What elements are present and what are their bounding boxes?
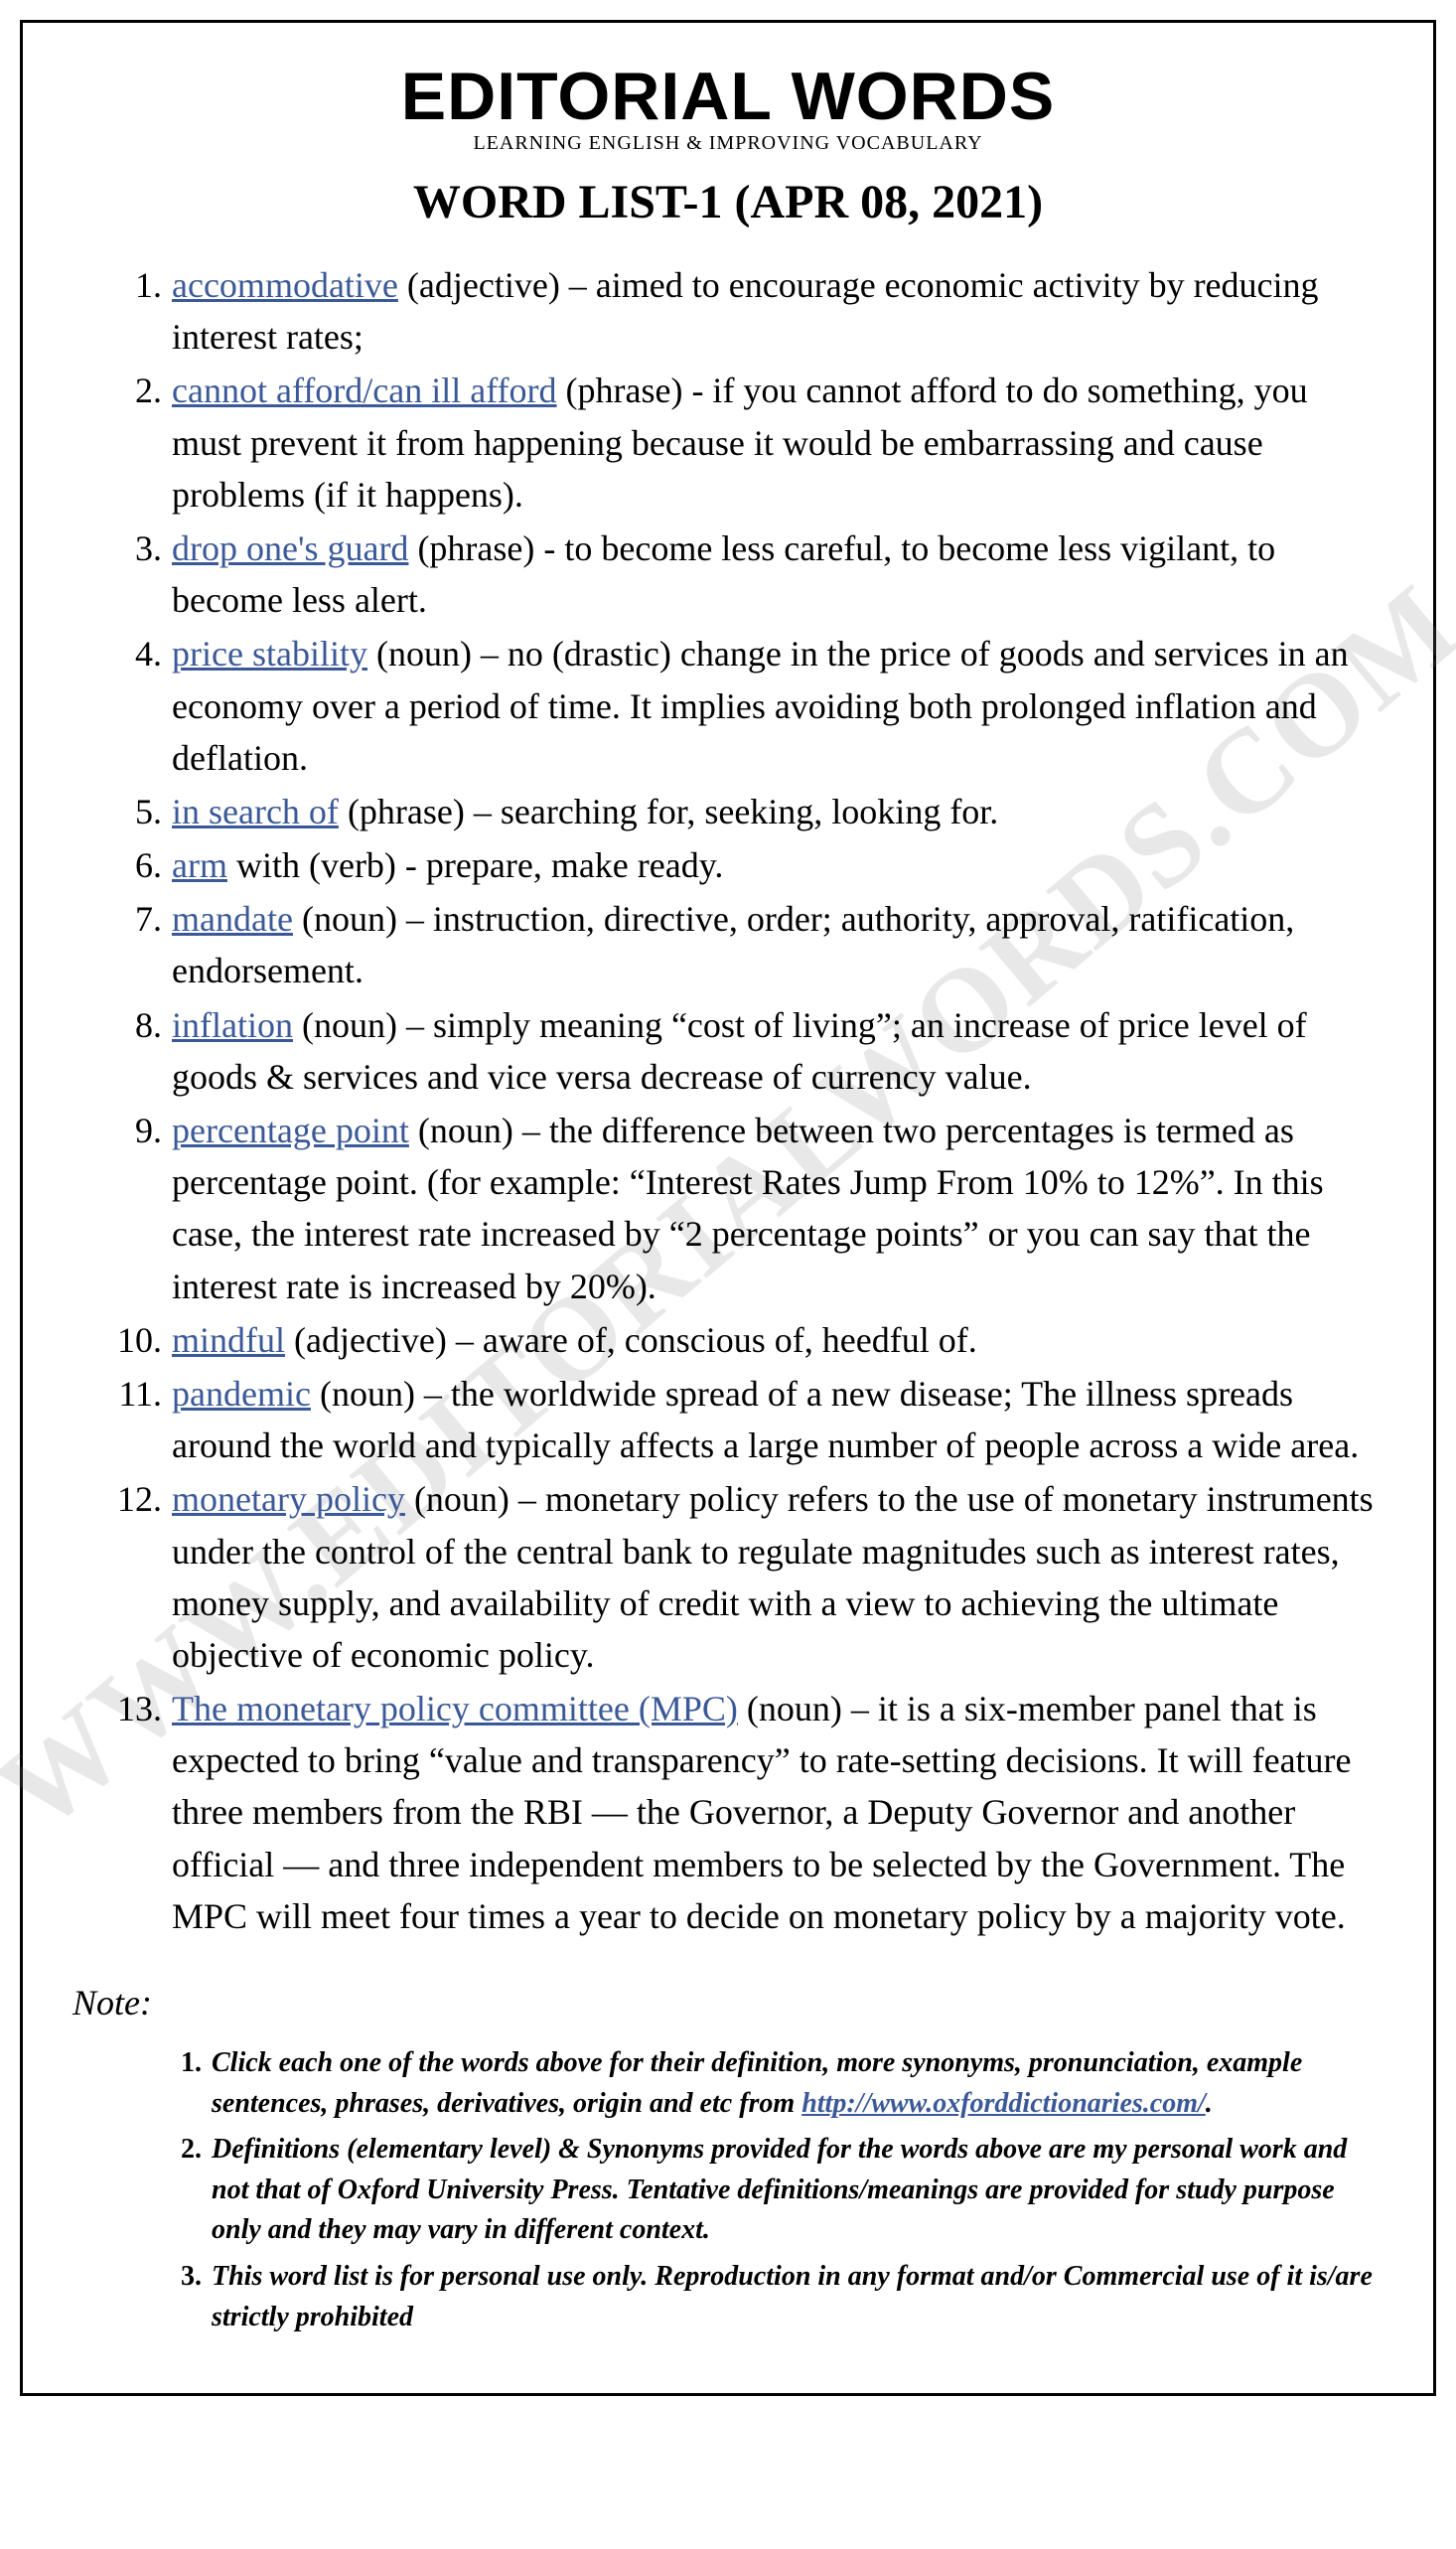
note-text: This word list is for personal use only.…	[212, 2261, 1373, 2332]
definition-text: (noun) – the worldwide spread of a new d…	[172, 1374, 1359, 1465]
vocabulary-term-link[interactable]: arm	[172, 845, 227, 885]
notes-list: 1.Click each one of the words above for …	[73, 2043, 1383, 2337]
word-entry: 8.inflation (noun) – simply meaning “cos…	[132, 999, 1383, 1103]
word-entry: 11.pandemic (noun) – the worldwide sprea…	[132, 1368, 1383, 1471]
word-entry: 10.mindful (adjective) – aware of, consc…	[132, 1314, 1383, 1366]
word-entry: 13.The monetary policy committee (MPC) (…	[132, 1683, 1383, 1942]
word-entry: 5.in search of (phrase) – searching for,…	[132, 786, 1383, 837]
vocabulary-term-link[interactable]: monetary policy	[172, 1479, 405, 1519]
brand-title: EDITORIAL WORDS	[73, 63, 1383, 130]
word-entry: 12.monetary policy (noun) – monetary pol…	[132, 1473, 1383, 1681]
definition-text: (noun) – simply meaning “cost of living”…	[172, 1005, 1307, 1097]
vocabulary-term-link[interactable]: drop one's guard	[172, 528, 408, 568]
word-list: 1.accommodative (adjective) – aimed to e…	[73, 259, 1383, 1942]
brand-tagline: LEARNING ENGLISH & IMPROVING VOCABULARY	[73, 132, 1383, 155]
vocabulary-term-link[interactable]: mandate	[172, 899, 293, 939]
entry-number: 6.	[112, 839, 162, 891]
entry-number: 11.	[112, 1368, 162, 1420]
note-number: 1.	[152, 2043, 202, 2084]
document-page: WWW.EDITORIALWORDS.COM EDITORIAL WORDS L…	[20, 20, 1436, 2396]
note-item: 1.Click each one of the words above for …	[172, 2043, 1383, 2124]
document-header: EDITORIAL WORDS LEARNING ENGLISH & IMPRO…	[73, 63, 1383, 155]
word-entry: 4.price stability (noun) – no (drastic) …	[132, 628, 1383, 784]
entry-number: 10.	[112, 1314, 162, 1366]
vocabulary-term-link[interactable]: accommodative	[172, 265, 398, 305]
entry-number: 2.	[112, 365, 162, 416]
entry-number: 1.	[112, 259, 162, 311]
entry-number: 12.	[112, 1473, 162, 1525]
vocabulary-term-link[interactable]: price stability	[172, 634, 367, 674]
vocabulary-term-link[interactable]: in search of	[172, 792, 339, 831]
vocabulary-term-link[interactable]: cannot afford/can ill afford	[172, 371, 557, 410]
entry-number: 8.	[112, 999, 162, 1051]
note-text: Definitions (elementary level) & Synonym…	[212, 2134, 1347, 2245]
vocabulary-term-link[interactable]: mindful	[172, 1320, 285, 1360]
entry-number: 7.	[112, 893, 162, 945]
word-entry: 2.cannot afford/can ill afford (phrase) …	[132, 365, 1383, 521]
note-number: 3.	[152, 2257, 202, 2298]
vocabulary-term-link[interactable]: percentage point	[172, 1111, 409, 1150]
definition-text: (phrase) – searching for, seeking, looki…	[339, 792, 998, 831]
vocabulary-term-link[interactable]: pandemic	[172, 1374, 311, 1414]
entry-number: 4.	[112, 628, 162, 679]
entry-number: 13.	[112, 1683, 162, 1734]
content-wrapper: EDITORIAL WORDS LEARNING ENGLISH & IMPRO…	[73, 63, 1383, 2337]
vocabulary-term-link[interactable]: inflation	[172, 1005, 293, 1045]
definition-text: with (verb) - prepare, make ready.	[227, 845, 723, 885]
note-label: Note:	[73, 1982, 1383, 2024]
word-entry: 3.drop one's guard (phrase) - to become …	[132, 523, 1383, 626]
note-text-post: .	[1206, 2088, 1213, 2119]
definition-text: (noun) – instruction, directive, order; …	[172, 899, 1294, 990]
note-item: 3.This word list is for personal use onl…	[172, 2257, 1383, 2337]
page-title: WORD LIST-1 (APR 08, 2021)	[73, 175, 1383, 229]
entry-number: 5.	[112, 786, 162, 837]
entry-number: 9.	[112, 1105, 162, 1156]
note-item: 2.Definitions (elementary level) & Synon…	[172, 2130, 1383, 2251]
word-entry: 9.percentage point (noun) – the differen…	[132, 1105, 1383, 1312]
word-entry: 1.accommodative (adjective) – aimed to e…	[132, 259, 1383, 363]
note-number: 2.	[152, 2130, 202, 2171]
entry-number: 3.	[112, 523, 162, 574]
external-link[interactable]: http://www.oxforddictionaries.com/	[801, 2088, 1206, 2119]
word-entry: 7.mandate (noun) – instruction, directiv…	[132, 893, 1383, 996]
word-entry: 6.arm with (verb) - prepare, make ready.	[132, 839, 1383, 891]
definition-text: (adjective) – aware of, conscious of, he…	[285, 1320, 977, 1360]
vocabulary-term-link[interactable]: The monetary policy committee (MPC)	[172, 1689, 738, 1728]
